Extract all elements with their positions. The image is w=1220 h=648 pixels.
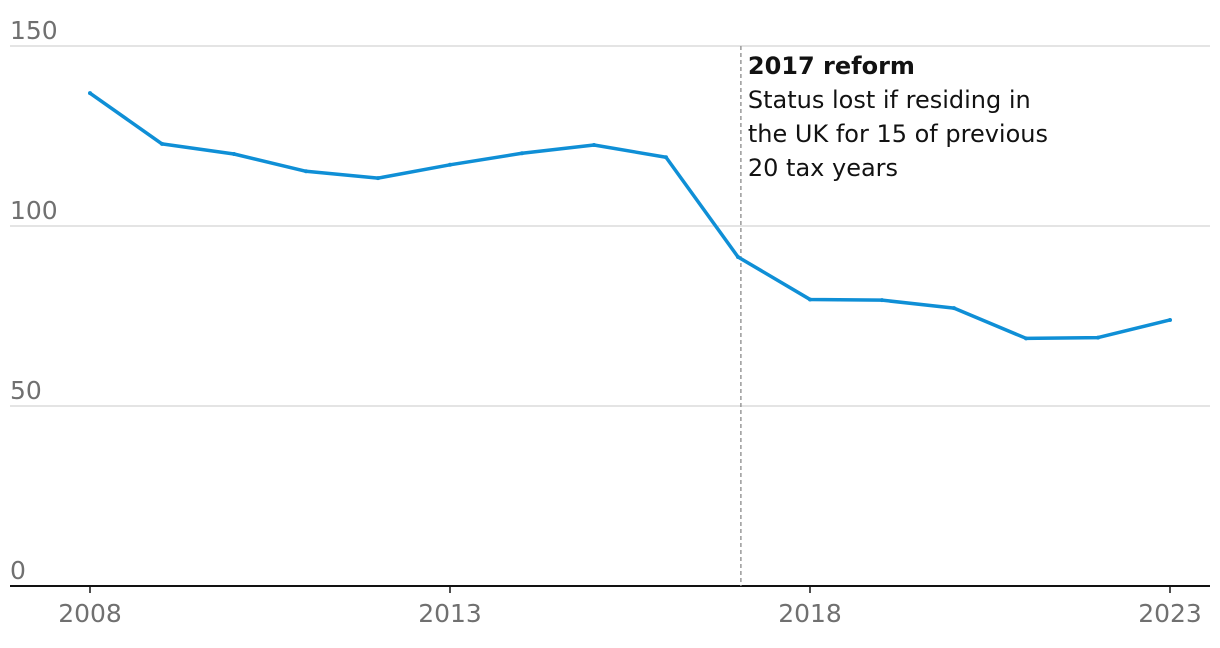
data-point-2020 — [952, 306, 956, 311]
data-point-2022 — [1096, 335, 1100, 340]
data-point-2021 — [1024, 336, 1028, 341]
x-tick-label-2023: 2023 — [1138, 599, 1202, 628]
annotation-line-2: the UK for 15 of previous — [748, 120, 1048, 148]
annotation-title: 2017 reform — [748, 52, 915, 80]
data-point-2018 — [808, 297, 812, 302]
data-point-2014 — [520, 151, 524, 156]
data-point-2013 — [448, 162, 452, 167]
data-point-2016 — [664, 155, 668, 160]
series-line-0 — [88, 91, 1172, 341]
data-point-2010 — [232, 152, 236, 156]
y-tick-label-100: 100 — [10, 196, 58, 225]
data-point-2011 — [304, 169, 308, 174]
y-tick-label-50: 50 — [10, 376, 42, 405]
data-point-2017 — [736, 254, 740, 259]
y-tick-label-150: 150 — [10, 16, 58, 45]
annotation-line-1: Status lost if residing in — [748, 86, 1031, 114]
y-tick-label-0: 0 — [10, 556, 26, 585]
x-tick-label-2018: 2018 — [778, 599, 842, 628]
data-point-2023 — [1168, 317, 1172, 322]
data-point-2012 — [376, 176, 380, 181]
data-point-2008 — [88, 91, 92, 96]
x-tick-label-2013: 2013 — [418, 599, 482, 628]
data-point-2019 — [880, 298, 884, 303]
data-point-2015 — [592, 143, 596, 147]
data-point-2009 — [160, 141, 164, 146]
annotation-line-3: 20 tax years — [748, 154, 898, 182]
x-tick-label-2008: 2008 — [58, 599, 122, 628]
